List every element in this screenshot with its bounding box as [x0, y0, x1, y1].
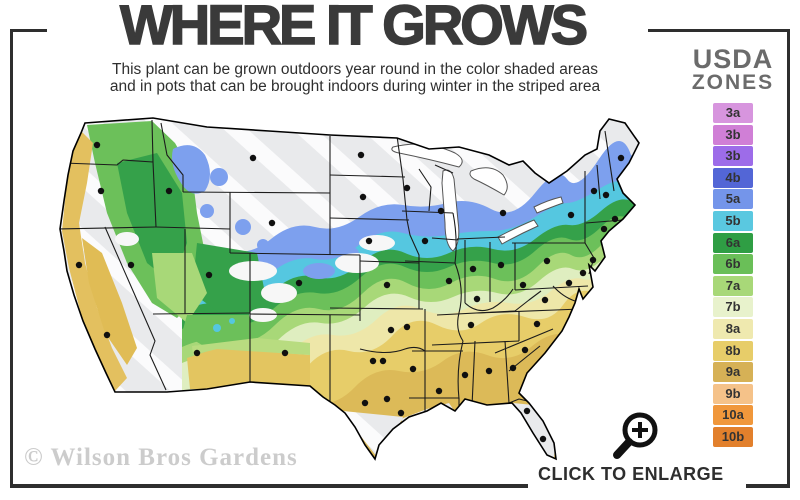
usda-zones-map[interactable]: [57, 103, 647, 465]
legend-title-zones: ZONES: [691, 71, 775, 94]
subtitle-line-2: and in pots that can be brought indoors …: [109, 78, 601, 95]
frame-top-left-segment: [10, 29, 47, 32]
legend-zone-chip: 10b: [713, 426, 753, 447]
great-lakes: [391, 143, 564, 252]
legend-zone-chip: 8a: [713, 318, 753, 339]
legend-title-usda: USDA: [692, 44, 774, 74]
page-title: WHERE IT GROWS: [119, 0, 589, 57]
frame-top-right-segment: [648, 29, 790, 32]
legend-zone-chip: 3a: [713, 103, 753, 123]
legend-zone-chip: 10a: [713, 405, 753, 426]
legend-zone-chip: 6b: [713, 254, 753, 275]
legend-zone-list: 3a 3b 3b 4b 5a 5b 6a 6b 7a 7b 8a 8b 9a 9b 10a 10b: [677, 103, 789, 449]
legend-zone-chip: 7a: [713, 275, 753, 296]
legend-zone-chip: 3b: [713, 124, 753, 145]
striped-area-south-texas: [343, 411, 403, 457]
usda-zones-legend: USDA ZONES 3a 3b 3b 4b 5a 5b 6a 6b 7a 7b 8a 8b 9a 9b 1…: [677, 46, 789, 449]
legend-zone-chip: 9a: [713, 362, 753, 383]
frame-bottom-border: [10, 484, 528, 488]
legend-zone-chip: 5b: [713, 210, 753, 231]
frame-bottom-right-segment: [746, 484, 790, 488]
legend-zone-chip: 6a: [713, 232, 753, 253]
frame-right-border: [787, 29, 790, 488]
click-to-enlarge-label[interactable]: CLICK TO ENLARGE: [538, 464, 724, 484]
frame-left-border: [10, 29, 13, 488]
legend-zone-chip: 7b: [713, 297, 753, 318]
us-map-svg: [59, 117, 640, 460]
city-dots: [75, 141, 625, 443]
legend-zone-chip: 5a: [713, 189, 753, 210]
legend-zone-chip: 3b: [713, 146, 753, 167]
legend-zone-chip: 4b: [713, 167, 753, 188]
state-borders: [60, 119, 624, 416]
watermark: © Wilson Bros Gardens: [24, 444, 298, 471]
high-elevation-white-pockets: [115, 232, 395, 322]
subtitle-line-1: This plant can be grown outdoors year ro…: [112, 61, 598, 78]
legend-zone-chip: 8b: [713, 340, 753, 361]
zoom-in-icon[interactable]: [596, 408, 664, 466]
legend-zone-chip: 9b: [713, 383, 753, 404]
